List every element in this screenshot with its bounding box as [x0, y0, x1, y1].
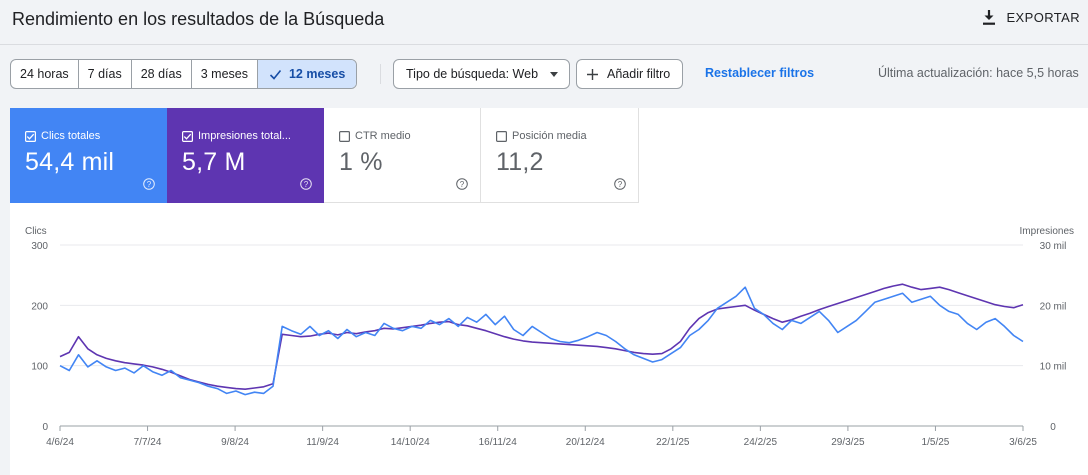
x-tick-label: 20/12/24	[566, 437, 605, 448]
range-label: 3 meses	[200, 67, 248, 81]
left-tick-label: 300	[31, 241, 48, 252]
metric-label: CTR medio	[355, 130, 411, 142]
chart-series	[59, 283, 1024, 396]
x-tick-label: 4/6/24	[46, 437, 74, 448]
header-divider	[0, 44, 1088, 45]
search-type-label: Tipo de búsqueda: Web	[406, 67, 539, 81]
range-28-days[interactable]: 28 días	[132, 60, 192, 88]
svg-text:?: ?	[147, 180, 152, 189]
add-filter-label: Añadir filtro	[607, 67, 671, 81]
x-tick-label: 16/11/24	[479, 437, 518, 448]
metric-card-clicks[interactable]: Clics totales 54,4 mil ?	[10, 108, 167, 203]
metric-value: 11,2	[496, 148, 544, 176]
left-tick-label: 0	[42, 422, 48, 433]
help-icon[interactable]: ?	[300, 178, 312, 190]
right-tick-label: 10 mil	[1040, 362, 1067, 373]
range-7-days[interactable]: 7 días	[79, 60, 132, 88]
filter-toolbar: 24 horas 7 días 28 días 3 meses 12 meses…	[0, 58, 1088, 90]
checkbox-unchecked-icon	[496, 130, 507, 142]
x-tick-label: 3/6/25	[1009, 437, 1037, 448]
x-tick-label: 14/10/24	[391, 437, 430, 448]
help-icon[interactable]: ?	[143, 178, 155, 190]
range-label: 12 meses	[288, 67, 346, 81]
checkbox-checked-icon	[182, 130, 193, 142]
svg-text:?: ?	[618, 180, 623, 189]
left-tick-label: 200	[31, 301, 48, 312]
range-label: 28 días	[140, 67, 182, 81]
range-label: 24 horas	[20, 67, 69, 81]
metric-value: 54,4 mil	[25, 148, 115, 176]
range-24-hours[interactable]: 24 horas	[11, 60, 79, 88]
checkbox-unchecked-icon	[339, 130, 350, 142]
date-range-selector: 24 horas 7 días 28 días 3 meses 12 meses	[10, 59, 358, 89]
search-type-dropdown[interactable]: Tipo de búsqueda: Web	[393, 59, 571, 89]
metric-card-position[interactable]: Posición media 11,2 ?	[481, 108, 639, 203]
left-tick-label: 100	[31, 362, 48, 373]
right-tick-label: 0	[1050, 422, 1056, 433]
x-tick-label: 7/7/24	[134, 437, 162, 448]
page-header: Rendimiento en los resultados de la Búsq…	[0, 0, 1088, 44]
last-update-text: Última actualización: hace 5,5 horas	[878, 66, 1079, 80]
metric-label: Posición media	[512, 130, 587, 142]
axis-ticks: 300 30 mil 200 20 mil 100 10 mil 0 0 4/6/24 7/7/2…	[31, 241, 1066, 448]
performance-chart[interactable]: Clics Impresiones 300 30 mil 200 20 mil 100 1…	[10, 108, 1088, 475]
reset-filters-link[interactable]: Restablecer filtros	[705, 66, 815, 80]
metric-label: Clics totales	[41, 130, 101, 142]
chart-grid	[60, 244, 1023, 427]
metric-value: 5,7 M	[182, 148, 246, 176]
metric-value: 1 %	[339, 148, 383, 176]
x-tick-label: 24/2/25	[744, 437, 778, 448]
range-label: 7 días	[87, 67, 122, 81]
help-icon[interactable]: ?	[456, 178, 468, 190]
right-tick-label: 30 mil	[1040, 241, 1067, 252]
x-tick-label: 9/8/24	[221, 437, 249, 448]
right-axis-label: Impresiones	[1020, 226, 1074, 237]
x-tick-label: 11/9/24	[306, 437, 339, 448]
left-axis-label: Clics	[25, 226, 47, 237]
help-icon[interactable]: ?	[614, 178, 626, 190]
clicks-series-line	[59, 286, 1024, 396]
svg-text:?: ?	[304, 180, 309, 189]
range-3-months[interactable]: 3 meses	[192, 60, 258, 88]
caret-down-icon	[550, 71, 559, 77]
toolbar-divider	[380, 64, 381, 84]
checkbox-checked-icon	[25, 130, 36, 142]
x-tick-label: 29/3/25	[831, 437, 865, 448]
check-icon	[269, 69, 282, 80]
performance-panel: Clics totales 54,4 mil ? Impresiones tot…	[10, 108, 1088, 475]
plus-icon	[587, 68, 598, 80]
metric-card-impressions[interactable]: Impresiones total... 5,7 M ?	[167, 108, 324, 203]
export-button[interactable]: EXPORTAR	[982, 10, 1080, 25]
add-filter-button[interactable]: Añadir filtro	[576, 59, 684, 89]
download-icon	[983, 10, 996, 25]
metric-card-ctr[interactable]: CTR medio 1 % ?	[324, 108, 481, 203]
impressions-series-line	[59, 283, 1024, 391]
range-12-months[interactable]: 12 meses	[257, 60, 357, 88]
svg-text:?: ?	[460, 180, 465, 189]
metric-label: Impresiones total...	[198, 130, 291, 142]
page-title: Rendimiento en los resultados de la Búsq…	[12, 9, 385, 29]
x-tick-label: 22/1/25	[656, 437, 690, 448]
right-tick-label: 20 mil	[1040, 301, 1067, 312]
export-label: EXPORTAR	[1006, 10, 1080, 25]
x-tick-label: 1/5/25	[922, 437, 950, 448]
